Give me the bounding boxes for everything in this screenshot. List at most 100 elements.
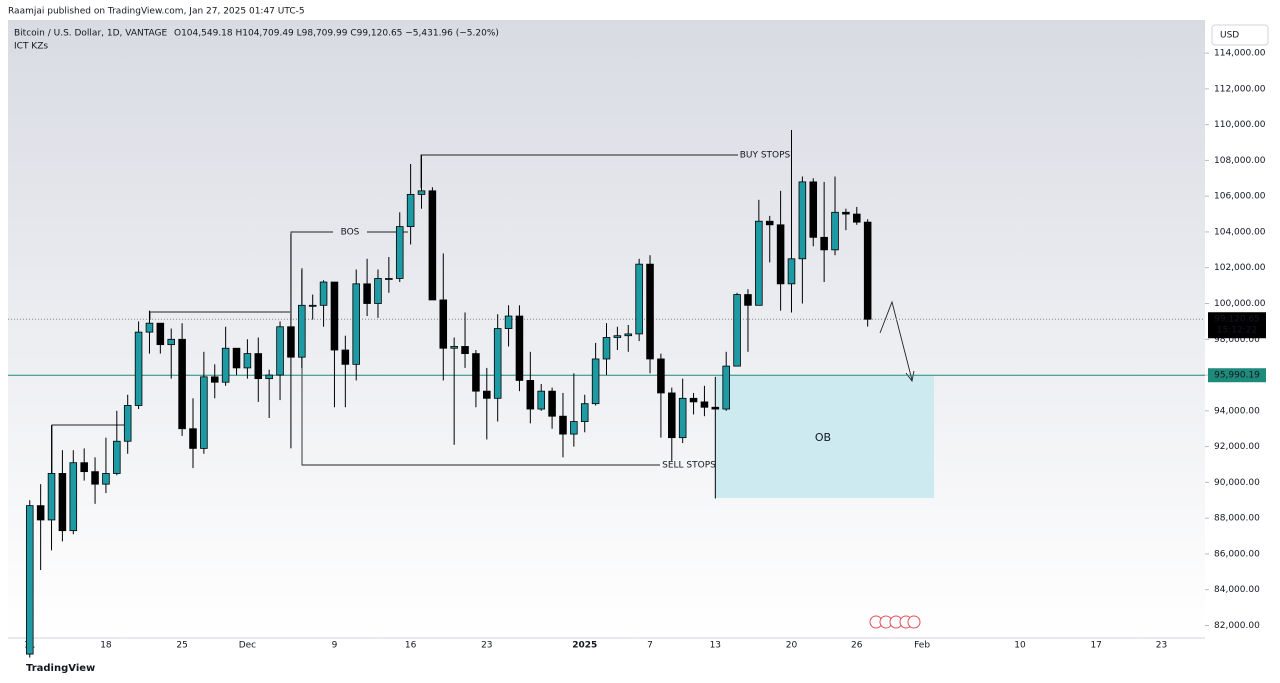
candle-body [537,390,545,410]
y-tick-label: 110,000.00 [1214,120,1266,130]
candle-body [189,428,197,449]
candle-body [69,462,78,532]
candle-body [798,181,807,260]
ob-zone [716,376,934,498]
y-tick-label: 90,000.00 [1214,478,1260,488]
candle-body [461,346,469,354]
candle-body [113,440,121,474]
candle-body [439,299,448,349]
indicator: ICT KZs [14,42,48,52]
publisher: Raamjai published on TradingView.com, Ja… [8,7,305,17]
x-tick-label: 13 [710,641,721,651]
x-tick-label: 17 [1090,641,1101,651]
y-tick-label: 100,000.00 [1214,299,1266,309]
candle-body [221,347,230,383]
sell-stops-label: SELL STOPS [662,461,716,471]
candle-body [831,211,839,251]
arrow [879,300,913,381]
currency-button[interactable] [1211,24,1269,46]
candle-body [374,278,382,304]
candle-body [646,263,654,360]
candle-body [167,338,176,346]
x-tick-label: 18 [100,641,112,651]
event-icon[interactable] [907,615,921,629]
candle-body [504,315,513,329]
candle-body [657,358,665,394]
symbol: Bitcoin / U.S. Dollar, 1D, VANTAGE [14,29,167,39]
y-tick-label: 84,000.00 [1214,585,1260,595]
candle-body [450,346,458,349]
countdown: 15:12:22 [1217,326,1257,336]
candle-body [863,221,872,320]
candle-body [548,390,556,417]
candle-body [635,263,643,335]
candle-body [602,337,611,360]
candle-body [559,415,567,435]
candle-body [493,328,502,399]
candle-body [156,322,165,346]
currency[interactable]: USD [1220,31,1239,41]
candle-body [36,505,45,521]
candle-body [265,374,273,380]
candle-body [678,397,687,439]
x-tick-label: 16 [405,641,417,651]
candle-body [91,471,99,485]
candle-body [254,353,263,380]
x-tick-label: 25 [176,641,187,651]
level-label: 95,990.19 [1214,371,1260,381]
candle-body [820,236,828,251]
candle-body [25,505,34,655]
candle-body [515,315,524,381]
buy-stops-label: BUY STOPS [740,151,791,161]
candle-body [744,294,752,306]
candle-body [755,220,763,306]
bos-label: BOS [341,228,360,238]
y-tick-label: 114,000.00 [1214,49,1266,59]
candle-body [330,281,339,351]
candle-body [668,392,676,439]
candle-body [624,333,633,337]
x-tick-label: 26 [851,641,863,651]
y-tick-label: 94,000.00 [1214,406,1260,416]
candle-body [352,283,360,365]
y-tick-label: 104,000.00 [1214,227,1266,237]
candle-body [711,406,720,410]
y-tick-label: 92,000.00 [1214,442,1260,452]
last-price-label: 99,120.65 [1214,315,1260,325]
candle-body [308,304,317,307]
x-tick-label: Dec [239,641,256,651]
ob-label: OB [815,431,831,444]
candle-body [580,403,589,422]
candle-body [210,376,219,383]
candle-body [733,294,741,367]
candle-body [276,326,284,376]
candle-body [406,193,415,227]
candle-body [700,401,709,408]
candle-body [298,304,306,358]
level-tag [1208,368,1266,383]
candle-body [483,390,491,399]
candle-body [80,462,88,473]
candle-body [341,349,350,365]
footer-logo: TradingView [26,663,95,674]
candle-body [395,226,404,279]
candle-body [809,181,818,238]
candle-body [287,326,295,358]
candle-body [428,190,437,301]
y-tick-label: 98,000.00 [1214,335,1260,345]
x-tick-label: 20 [786,641,798,651]
candle-body [842,211,850,215]
candle-body [243,353,252,369]
candle-body [526,380,535,410]
candle-body [363,283,371,304]
candle-body [853,213,861,223]
candle-body [319,281,328,306]
candle-body [123,405,132,442]
event-icons [869,615,921,629]
candle-body [385,278,393,280]
candle-body [178,338,186,430]
buy-stops-line [420,154,738,188]
candle-body [102,473,110,485]
y-tick-label: 86,000.00 [1214,549,1260,559]
y-tick-label: 106,000.00 [1214,192,1266,202]
